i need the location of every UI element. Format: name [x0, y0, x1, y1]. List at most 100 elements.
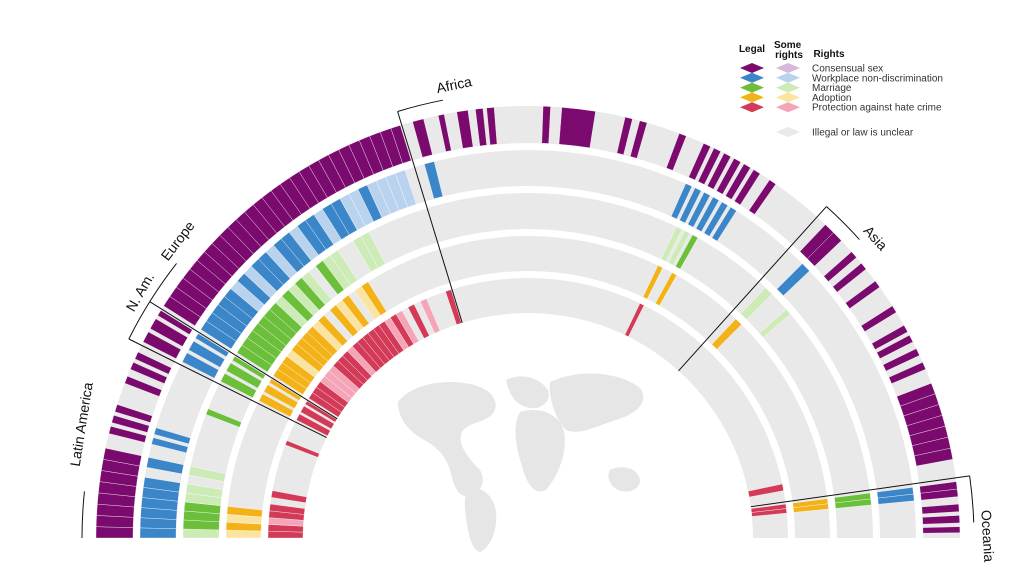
- legend-legal-swatch-workplace: [740, 72, 764, 83]
- cell-europe-19-marriage: [360, 231, 386, 268]
- legend-legal-swatch-consensual: [740, 63, 764, 73]
- cell-oceania-1-workplace: [877, 493, 915, 505]
- cell-africa-15-workplace: [711, 206, 737, 242]
- cell-n-am-0-marriage: [220, 373, 257, 398]
- cell-africa-11-workplace: [679, 187, 702, 224]
- region-label-latin-america: Latin America: [67, 381, 96, 467]
- cell-latin-america-9-workplace: [153, 427, 191, 445]
- cell-africa-12-consensual: [707, 152, 732, 190]
- cell-asia-8-consensual: [882, 348, 920, 372]
- cell-africa-0-consensual: [412, 118, 433, 158]
- cell-n-am-2-marriage: [232, 355, 266, 380]
- cell-europe-18-hate: [395, 310, 420, 345]
- region-label-asia: Asia: [861, 223, 891, 254]
- cell-europe-13-adoption: [341, 294, 370, 328]
- region-label-n-am: N. Am.: [123, 270, 158, 314]
- bracket-asia: [826, 206, 860, 240]
- cell-asia-3-consensual: [832, 262, 867, 293]
- cell-africa-0-workplace: [424, 161, 444, 200]
- legend-some-rights-header: Some rights: [774, 40, 804, 61]
- cell-africa-6-consensual: [558, 107, 596, 149]
- region-label-oceania: Oceania: [978, 509, 997, 562]
- cell-europe-15-marriage: [329, 250, 358, 286]
- divider-africa: [397, 111, 463, 323]
- cell-latin-america-5-workplace: [143, 477, 181, 493]
- cell-n-am-1-marriage: [226, 362, 262, 389]
- cell-asia-1-consensual: [807, 232, 842, 267]
- cell-oceania-1-marriage: [834, 498, 872, 509]
- cell-oceania-1-consensual: [920, 488, 959, 501]
- cell-latin-america-6-hate: [270, 490, 307, 504]
- bracket-africa: [397, 99, 443, 112]
- cell-asia-6-consensual: [871, 325, 908, 350]
- divider-asia: [678, 206, 827, 372]
- cell-latin-america-7-consensual: [103, 447, 142, 467]
- cell-latin-america-12-consensual: [130, 362, 168, 384]
- cell-latin-america-9-consensual: [111, 415, 150, 433]
- legend-rights-header: Rights: [813, 49, 845, 60]
- legend-label-unclear: Illegal or law is unclear: [812, 128, 914, 139]
- cell-n-am-1-adoption: [263, 384, 299, 409]
- cell-europe-25-workplace: [395, 169, 417, 208]
- cell-latin-america-11-consensual: [124, 375, 162, 397]
- legend-legal-swatch-marriage: [740, 82, 764, 93]
- cell-asia-0-adoption: [711, 318, 742, 350]
- cell-europe-11-marriage: [301, 271, 332, 306]
- legend-label-adoption: Adoption: [812, 93, 851, 104]
- legend-some-swatch-hate: [776, 102, 800, 113]
- cell-africa-11-marriage: [660, 226, 683, 262]
- bracket-latin-america: [81, 491, 85, 539]
- cell-europe-26-hate: [445, 289, 462, 325]
- legend-some-swatch-marriage: [776, 82, 800, 93]
- cell-europe-26-consensual: [390, 125, 412, 164]
- legend-label-hate: Protection against hate crime: [812, 103, 942, 114]
- cell-africa-13-adoption: [655, 272, 677, 306]
- legend-some-swatch-workplace: [776, 72, 800, 83]
- region-label-europe: Europe: [158, 218, 198, 264]
- rights-cells: [95, 106, 961, 539]
- cell-europe-16-adoption: [361, 281, 387, 316]
- cell-oceania-1-hate: [751, 508, 787, 517]
- cell-europe-22-hate: [419, 298, 441, 334]
- cell-africa-13-marriage: [675, 234, 699, 270]
- cell-n-am-1-consensual: [149, 318, 188, 347]
- legend-legal-swatch-adoption: [740, 92, 764, 103]
- cell-latin-america-0-consensual: [95, 526, 134, 539]
- cell-n-am-0-consensual: [142, 331, 182, 359]
- cell-n-am-2-hate: [304, 400, 338, 423]
- cell-africa-12-workplace: [687, 192, 711, 228]
- cell-latin-america-3-adoption: [226, 506, 263, 518]
- cell-latin-america-4-hate: [269, 503, 306, 515]
- cell-latin-america-13-consensual: [134, 351, 172, 375]
- cell-africa-3-consensual: [475, 108, 487, 147]
- divider-oceania: [750, 475, 970, 508]
- region-dividers: [81, 99, 975, 539]
- cell-asia-9-consensual: [888, 362, 926, 384]
- cell-n-am-1-hate: [300, 405, 335, 430]
- cell-latin-america-7-marriage: [188, 466, 226, 482]
- cell-latin-america-10-consensual: [114, 404, 153, 423]
- cell-latin-america-11-hate: [285, 440, 320, 458]
- cell-africa-2-consensual: [456, 110, 474, 149]
- cell-latin-america-7-workplace: [146, 457, 184, 475]
- legend-legal-swatch-hate: [740, 102, 764, 113]
- cell-africa-4-consensual: [486, 107, 498, 146]
- cell-africa-12-marriage: [668, 230, 691, 266]
- cell-europe-9-adoption: [317, 315, 348, 347]
- cell-asia-4-consensual: [845, 280, 880, 309]
- cell-africa-11-adoption: [642, 265, 663, 300]
- cell-latin-america-1-consensual: [95, 515, 134, 528]
- cell-africa-14-consensual: [725, 163, 751, 200]
- cell-europe-20-hate: [407, 304, 430, 339]
- cell-oceania-4-consensual: [922, 526, 961, 534]
- legend-some-swatch-consensual: [776, 63, 800, 73]
- cell-latin-america-0-hate: [267, 531, 304, 539]
- cell-n-am-2-workplace: [195, 333, 230, 357]
- cell-n-am-2-consensual: [157, 310, 193, 335]
- cell-oceania-2-consensual: [921, 503, 960, 515]
- cell-asia-2-marriage: [759, 309, 791, 338]
- cell-africa-8-consensual: [630, 120, 648, 159]
- cell-n-am-0-adoption: [258, 393, 294, 418]
